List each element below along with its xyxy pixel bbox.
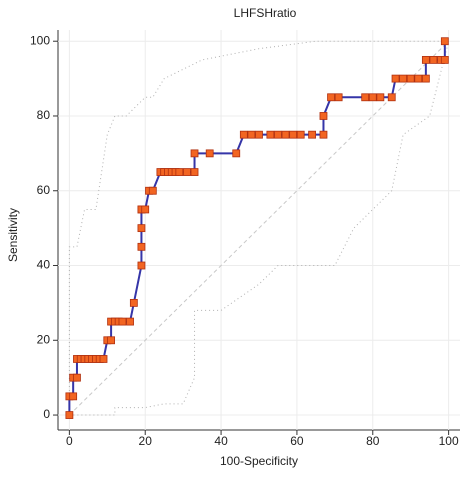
roc-point	[296, 130, 305, 139]
roc-point	[129, 298, 138, 307]
roc-point	[183, 168, 191, 176]
roc-point	[281, 130, 290, 139]
roc-point	[190, 168, 199, 176]
roc-point	[368, 93, 377, 102]
roc-point	[247, 130, 256, 139]
roc-point	[319, 130, 328, 139]
x-tick-label: 100	[439, 434, 459, 448]
roc-point	[239, 130, 248, 139]
roc-point	[308, 130, 316, 139]
y-tick-label: 20	[37, 332, 51, 346]
roc-point	[327, 93, 335, 102]
y-tick-label: 0	[43, 407, 50, 421]
roc-point	[118, 317, 127, 326]
x-tick-label: 20	[139, 434, 153, 448]
roc-point	[406, 74, 415, 83]
x-tick-label: 80	[366, 434, 380, 448]
roc-point	[361, 93, 370, 102]
roc-point	[429, 56, 438, 64]
x-tick-label: 60	[290, 434, 304, 448]
roc-point	[421, 74, 430, 83]
roc-point	[319, 112, 328, 120]
roc-point	[274, 130, 282, 139]
roc-point	[73, 373, 81, 382]
roc-point	[391, 74, 400, 83]
roc-point	[126, 317, 134, 326]
roc-point	[65, 411, 74, 419]
x-tick-label: 40	[214, 434, 228, 448]
roc-point	[399, 74, 408, 83]
roc-point	[255, 130, 263, 139]
roc-point	[266, 130, 275, 139]
roc-point	[190, 149, 199, 158]
y-tick-label: 60	[37, 183, 51, 197]
roc-point	[99, 355, 108, 363]
x-axis-label: 100-Specificity	[220, 454, 298, 468]
roc-point	[205, 149, 214, 158]
y-tick-label: 40	[37, 258, 51, 272]
roc-point	[387, 93, 396, 102]
roc-point	[69, 392, 78, 401]
reference-line	[68, 40, 449, 416]
roc-point	[376, 93, 385, 102]
y-tick-label: 80	[37, 108, 51, 122]
roc-point	[137, 224, 146, 233]
roc-point	[440, 56, 449, 64]
roc-point	[141, 205, 150, 214]
roc-point	[414, 74, 423, 83]
roc-point	[232, 149, 241, 158]
x-tick-label: 0	[66, 434, 73, 448]
roc-point	[137, 261, 146, 270]
roc-point	[107, 336, 115, 345]
y-tick-label: 100	[30, 33, 50, 47]
roc-point	[421, 56, 430, 64]
roc-point	[334, 93, 343, 102]
roc-point	[289, 130, 298, 139]
reference-line	[69, 40, 449, 416]
roc-point	[175, 168, 184, 176]
roc-point	[440, 37, 449, 46]
y-axis-label: Sensitivity	[6, 208, 20, 262]
chart-title: LHFSHratio	[234, 6, 297, 20]
roc-point	[148, 186, 157, 195]
roc-point	[137, 242, 146, 251]
